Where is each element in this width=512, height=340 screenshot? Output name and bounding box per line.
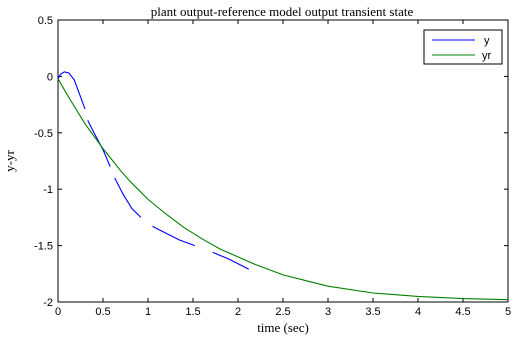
series-line-y-segment-2 bbox=[87, 120, 111, 167]
x-tick-label: 0 bbox=[55, 306, 61, 318]
y-tick-label: -1.5 bbox=[34, 241, 53, 253]
x-tick-label: 1 bbox=[145, 306, 151, 318]
y-tick-label: 0 bbox=[47, 71, 53, 83]
series-line-y-segment-1 bbox=[57, 71, 86, 110]
y-tick-label: -0.5 bbox=[34, 128, 53, 140]
y-tick-label: -1 bbox=[43, 184, 53, 196]
y-tick-label: -2 bbox=[43, 297, 53, 309]
legend-box bbox=[423, 29, 503, 65]
x-tick-label: 5 bbox=[505, 306, 511, 318]
x-tick-label: 3.5 bbox=[365, 306, 380, 318]
x-tick-label: 1.5 bbox=[185, 306, 200, 318]
plot-area bbox=[57, 19, 509, 303]
x-axis-label: time (sec) bbox=[257, 320, 309, 335]
x-axis-ticks: 0 0.5 1 1.5 2 2.5 3 3.5 4 4.5 5 bbox=[55, 20, 511, 318]
series-line-y-segment-5 bbox=[212, 251, 250, 270]
x-tick-label: 4.5 bbox=[455, 306, 470, 318]
legend-label-y: y bbox=[484, 35, 490, 47]
x-tick-label: 4 bbox=[415, 306, 421, 318]
series-line-y-segment-3 bbox=[114, 177, 142, 218]
x-tick-label: 2 bbox=[235, 306, 241, 318]
y-axis-ticks: 0.5 0 -0.5 -1 -1.5 -2 bbox=[34, 15, 508, 309]
series-lines bbox=[57, 71, 509, 301]
x-tick-label: 0.5 bbox=[95, 306, 110, 318]
y-tick-label: 0.5 bbox=[38, 15, 53, 27]
y-axis-label: y-yr bbox=[2, 150, 17, 172]
chart-title: plant output-reference model output tran… bbox=[151, 4, 414, 19]
x-tick-label: 2.5 bbox=[275, 306, 290, 318]
x-tick-label: 3 bbox=[325, 306, 331, 318]
legend: y yr bbox=[423, 29, 503, 65]
series-line-y-segment-4 bbox=[152, 225, 195, 247]
legend-label-yr: yr bbox=[482, 50, 492, 62]
series-line-yr bbox=[57, 78, 509, 301]
